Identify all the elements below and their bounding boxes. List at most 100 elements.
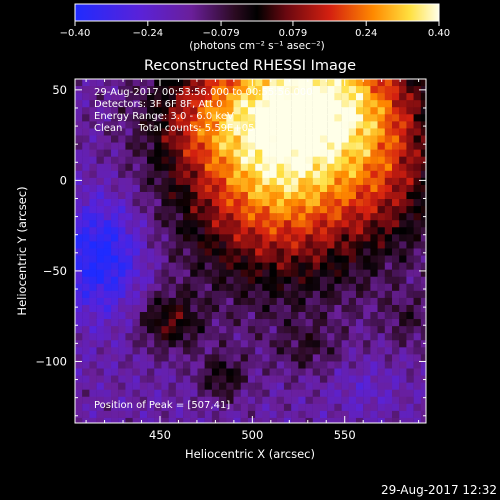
- heatmap-cell: [370, 283, 378, 292]
- heatmap-cell: [190, 177, 198, 186]
- heatmap-cell: [276, 262, 285, 271]
- heatmap-cell: [392, 269, 400, 278]
- heatmap-cell: [420, 184, 426, 193]
- heatmap-cell: [233, 213, 241, 221]
- heatmap-cell: [269, 170, 277, 179]
- heatmap-cell: [197, 135, 205, 144]
- heatmap-cell: [147, 170, 155, 179]
- heatmap-cell: [370, 403, 378, 412]
- heatmap-cell: [334, 248, 342, 257]
- heatmap-cell: [240, 93, 249, 101]
- heatmap-cell: [269, 304, 277, 313]
- heatmap-cell: [363, 375, 371, 384]
- heatmap-cell: [190, 241, 198, 249]
- heatmap-cell: [132, 191, 141, 200]
- heatmap-cell: [269, 199, 277, 207]
- heatmap-cell: [139, 156, 148, 165]
- heatmap-cell: [399, 191, 407, 200]
- heatmap-cell: [168, 114, 177, 122]
- heatmap-cell: [161, 100, 169, 108]
- heatmap-cell: [399, 234, 407, 242]
- heatmap-cell: [204, 276, 213, 285]
- heatmap-cell: [161, 220, 169, 228]
- heatmap-cell: [319, 227, 328, 235]
- heatmap-cell: [75, 403, 83, 412]
- heatmap-cell: [161, 248, 169, 257]
- heatmap-cell: [118, 319, 126, 327]
- heatmap-cell: [312, 382, 321, 391]
- heatmap-cell: [334, 100, 342, 108]
- heatmap-cell: [327, 213, 335, 221]
- heatmap-cell: [312, 333, 321, 341]
- heatmap-cell: [384, 149, 393, 158]
- heatmap-cell: [132, 156, 141, 165]
- heatmap-cell: [82, 234, 90, 242]
- heatmap-cell: [377, 86, 385, 94]
- heatmap-cell: [233, 297, 241, 306]
- heatmap-cell: [283, 213, 292, 221]
- heatmap-cell: [226, 255, 234, 264]
- heatmap-cell: [89, 177, 97, 186]
- heatmap-cell: [255, 234, 263, 242]
- heatmap-cell: [118, 206, 126, 214]
- heatmap-cell: [370, 234, 378, 242]
- heatmap-cell: [327, 184, 335, 193]
- heatmap-cell: [420, 361, 426, 370]
- heatmap-cell: [319, 389, 328, 398]
- heatmap-cell: [168, 206, 177, 214]
- heatmap-cell: [118, 297, 126, 306]
- heatmap-cell: [118, 156, 126, 165]
- heatmap-cell: [298, 156, 306, 165]
- heatmap-cell: [111, 142, 119, 151]
- heatmap-cell: [139, 290, 148, 299]
- heatmap-cell: [269, 114, 277, 122]
- heatmap-cell: [363, 389, 371, 398]
- heatmap-cell: [305, 361, 313, 370]
- heatmap-cell: [147, 410, 155, 419]
- heatmap-cell: [370, 227, 378, 235]
- heatmap-cell: [370, 107, 378, 115]
- heatmap-cell: [211, 107, 220, 115]
- heatmap-cell: [226, 199, 234, 207]
- heatmap-cell: [312, 290, 321, 299]
- heatmap-cell: [355, 347, 364, 355]
- heatmap-cell: [319, 297, 328, 306]
- heatmap-cell: [111, 199, 119, 207]
- heatmap-cell: [219, 86, 227, 94]
- heatmap-cell: [125, 304, 133, 313]
- heatmap-cell: [384, 93, 393, 101]
- heatmap-cell: [276, 206, 285, 214]
- heatmap-cell: [111, 114, 119, 122]
- heatmap-cell: [204, 403, 213, 412]
- heatmap-cell: [305, 206, 313, 214]
- heatmap-cell: [240, 79, 249, 87]
- heatmap-cell: [183, 213, 191, 221]
- heatmap-cell: [312, 312, 321, 320]
- heatmap-cell: [283, 79, 292, 87]
- heatmap-cell: [96, 234, 105, 242]
- heatmap-cell: [341, 100, 349, 108]
- heatmap-cell: [247, 297, 256, 306]
- heatmap-cell: [190, 326, 198, 334]
- heatmap-cell: [211, 396, 220, 405]
- heatmap-cell: [89, 340, 97, 348]
- heatmap-cell: [413, 100, 422, 108]
- heatmap-cell: [319, 128, 328, 137]
- heatmap-cell: [240, 368, 249, 377]
- heatmap-cell: [269, 347, 277, 355]
- heatmap-cell: [377, 361, 385, 370]
- heatmap-cell: [118, 269, 126, 278]
- heatmap-cell: [226, 156, 234, 165]
- heatmap-cell: [355, 326, 364, 334]
- heatmap-cell: [363, 368, 371, 377]
- heatmap-cell: [406, 86, 414, 94]
- heatmap-cell: [269, 262, 277, 271]
- heatmap-cell: [75, 319, 83, 327]
- heatmap-cell: [132, 326, 141, 334]
- heatmap-cell: [363, 361, 371, 370]
- heatmap-cell: [111, 255, 119, 264]
- heatmap-cell: [334, 319, 342, 327]
- heatmap-cell: [413, 382, 422, 391]
- heatmap-cell: [247, 86, 256, 94]
- heatmap-cell: [363, 206, 371, 214]
